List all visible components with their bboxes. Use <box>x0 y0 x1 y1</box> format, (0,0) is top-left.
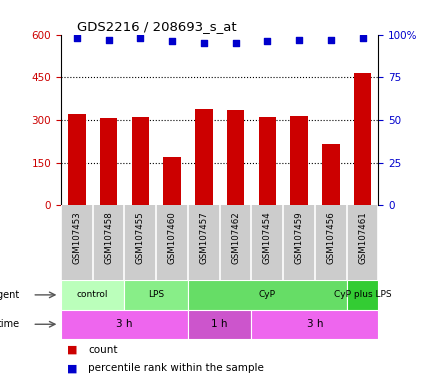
Point <box>295 36 302 43</box>
Point <box>263 38 270 45</box>
Bar <box>346 280 378 310</box>
Text: GSM107455: GSM107455 <box>135 212 145 264</box>
Text: control: control <box>77 290 108 300</box>
Text: GDS2216 / 208693_s_at: GDS2216 / 208693_s_at <box>77 20 236 33</box>
Bar <box>99 118 117 205</box>
Text: 3 h: 3 h <box>306 319 322 329</box>
Bar <box>251 310 378 339</box>
Text: 3 h: 3 h <box>116 319 132 329</box>
Text: GSM107456: GSM107456 <box>326 212 335 264</box>
Text: CyP: CyP <box>258 290 275 300</box>
Point <box>168 38 175 45</box>
Text: CyP plus LPS: CyP plus LPS <box>333 290 391 300</box>
Text: GSM107461: GSM107461 <box>357 212 366 264</box>
Point <box>200 40 207 46</box>
Bar <box>124 280 187 310</box>
Text: GSM107462: GSM107462 <box>230 212 240 264</box>
Text: count: count <box>88 344 117 354</box>
Bar <box>187 280 346 310</box>
Point <box>327 36 334 43</box>
Bar <box>61 310 187 339</box>
Point <box>358 35 365 41</box>
Point <box>137 35 144 41</box>
Text: agent: agent <box>0 290 20 300</box>
Bar <box>353 73 371 205</box>
Text: GSM107457: GSM107457 <box>199 212 208 264</box>
Bar <box>321 144 339 205</box>
Bar <box>61 280 124 310</box>
Text: ■: ■ <box>67 344 78 354</box>
Text: GSM107454: GSM107454 <box>262 212 271 264</box>
Point <box>232 40 239 46</box>
Text: LPS: LPS <box>148 290 164 300</box>
Text: GSM107453: GSM107453 <box>72 212 81 264</box>
Bar <box>258 117 276 205</box>
Bar <box>289 116 307 205</box>
Bar <box>226 110 244 205</box>
Bar <box>68 114 85 205</box>
Text: GSM107458: GSM107458 <box>104 212 113 264</box>
Text: 1 h: 1 h <box>211 319 227 329</box>
Bar <box>163 157 181 205</box>
Text: GSM107460: GSM107460 <box>167 212 176 264</box>
Text: ■: ■ <box>67 363 78 373</box>
Bar <box>194 109 212 205</box>
Point <box>105 36 112 43</box>
Text: time: time <box>0 319 20 329</box>
Point <box>73 35 80 41</box>
Bar <box>187 310 251 339</box>
Bar <box>131 117 149 205</box>
Text: percentile rank within the sample: percentile rank within the sample <box>88 363 263 373</box>
Text: GSM107459: GSM107459 <box>294 212 303 264</box>
